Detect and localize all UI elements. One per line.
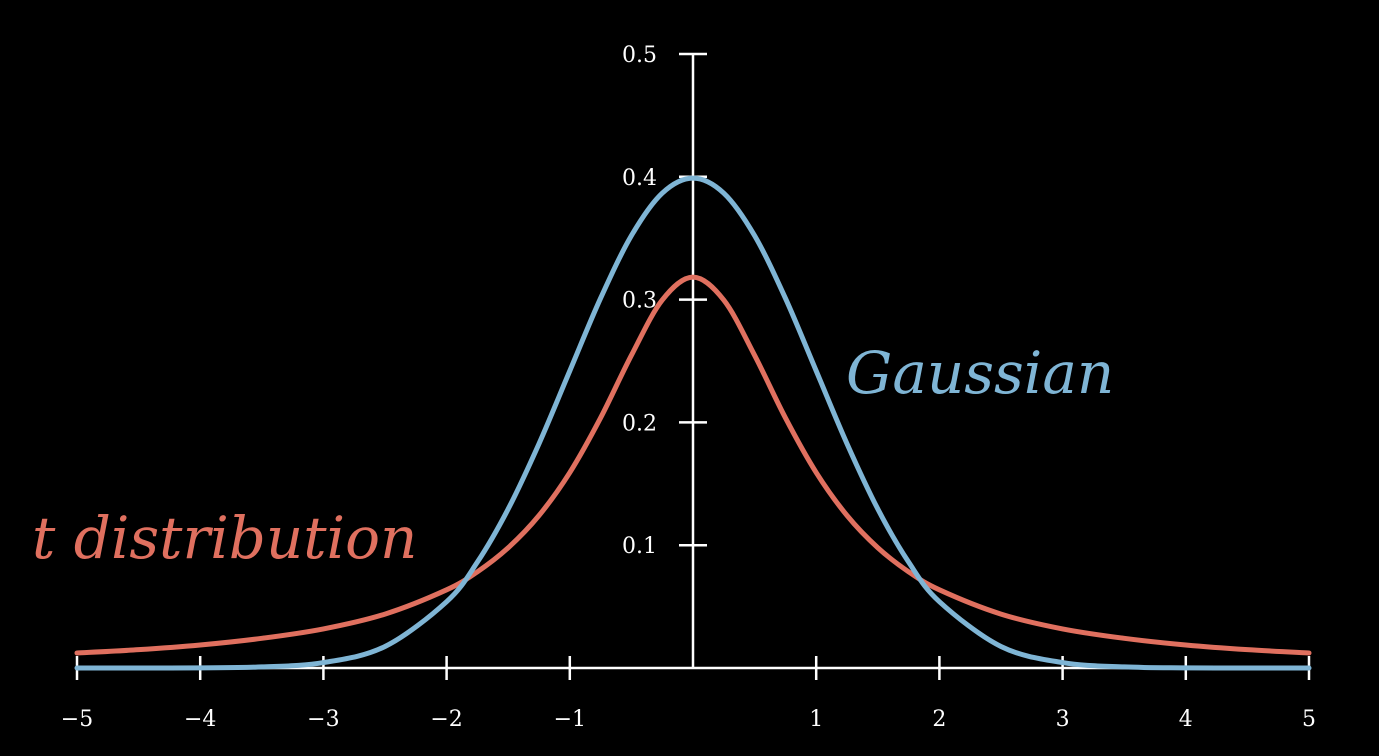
series-labels: Gaussian t distribution — [32, 339, 1114, 572]
series-label-gaussian: Gaussian — [846, 339, 1114, 407]
x-tick-label: 4 — [1179, 707, 1193, 732]
x-tick-label: 5 — [1302, 707, 1316, 732]
y-tick-label: 0.2 — [622, 411, 657, 436]
x-tick-label: 3 — [1056, 707, 1070, 732]
x-tick-label: −4 — [184, 707, 216, 732]
y-tick-label: 0.4 — [622, 166, 657, 191]
y-tick-label: 0.3 — [622, 289, 657, 314]
x-tick-label: −1 — [554, 707, 586, 732]
x-tick-label: −5 — [61, 707, 93, 732]
series-line-gaussian — [74, 175, 1312, 671]
x-tick-label: 1 — [809, 707, 823, 732]
x-tick-label: −2 — [430, 707, 462, 732]
series-line-t-distribution — [74, 274, 1312, 656]
y-tick-label: 0.1 — [622, 534, 657, 559]
y-tick-label: 0.5 — [622, 43, 657, 68]
x-tick-label: −3 — [307, 707, 339, 732]
series-lines — [74, 175, 1312, 671]
series-label-t-distribution: t distribution — [32, 504, 417, 572]
x-tick-label: 2 — [932, 707, 946, 732]
